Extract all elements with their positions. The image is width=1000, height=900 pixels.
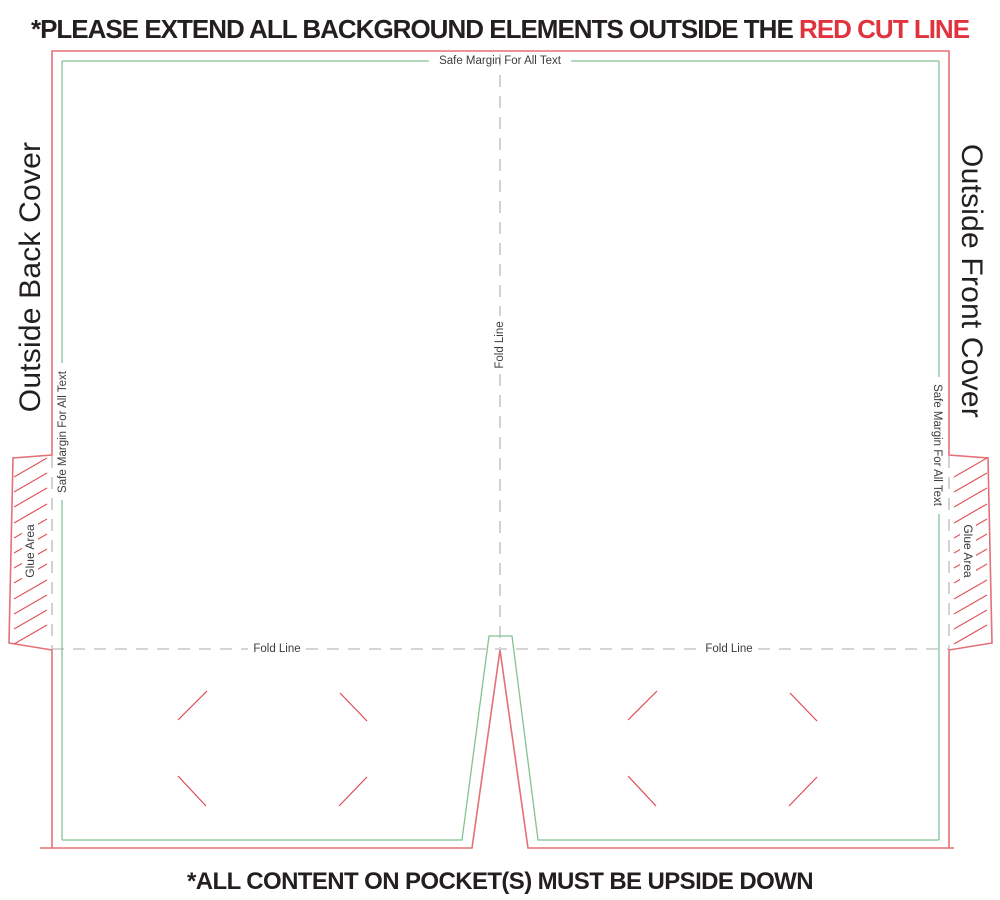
card-slits-left-pocket: [177, 690, 368, 807]
front-cover-label: Outside Front Cover: [955, 144, 988, 418]
glue-area-label-left: Glue Area: [22, 520, 38, 582]
fold-line-label-center: Fold Line: [494, 321, 506, 369]
fold-line-label-left: Fold Line: [253, 643, 301, 655]
glue-area-label-right: Glue Area: [960, 520, 976, 582]
red-cut-line-highlight: RED CUT LINE: [799, 14, 970, 44]
cut-line-path: [8, 50, 993, 849]
top-instruction-text: *PLEASE EXTEND ALL BACKGROUND ELEMENTS O…: [30, 14, 800, 44]
back-cover-label: Outside Back Cover: [14, 141, 47, 413]
safe-margin-path: [61, 60, 940, 841]
safe-margin-label-top: Safe Margin For All Text: [439, 55, 561, 67]
safe-margin-label-left: Safe Margin For All Text: [57, 371, 69, 493]
bottom-instruction: *ALL CONTENT ON POCKET(S) MUST BE UPSIDE…: [187, 868, 814, 895]
safe-margin-label-right: Safe Margin For All Text: [931, 384, 943, 506]
top-instruction: *PLEASE EXTEND ALL BACKGROUND ELEMENTS O…: [30, 14, 970, 45]
fold-line-label-right: Fold Line: [705, 643, 753, 655]
card-slits-right-pocket: [627, 690, 818, 807]
